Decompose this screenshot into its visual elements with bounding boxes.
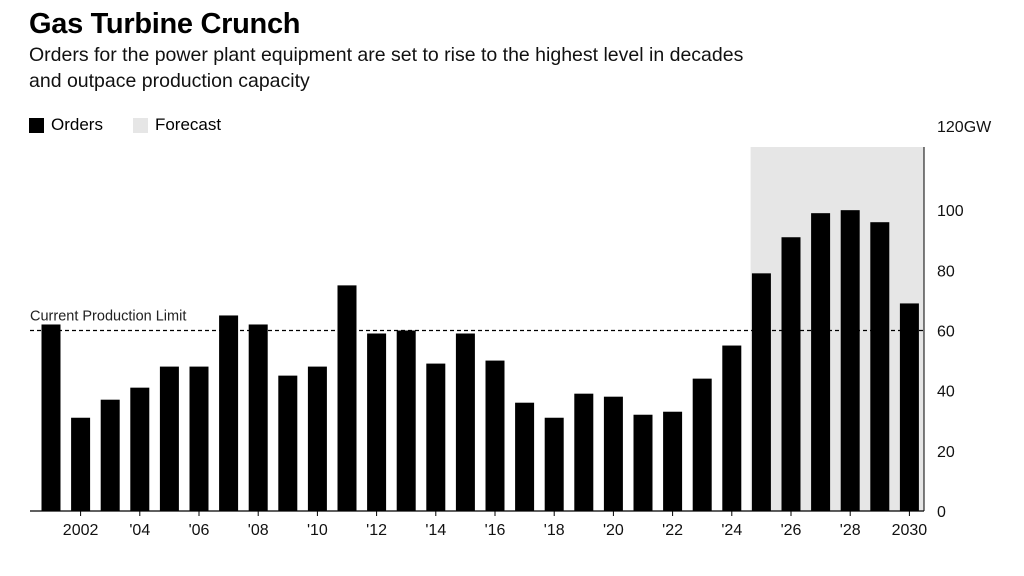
bar-2005 (159, 366, 179, 511)
legend-swatch-forecast (132, 117, 148, 133)
bar-2004 (130, 387, 150, 511)
chart-title: Gas Turbine Crunch (29, 8, 301, 40)
x-tick-label-2010: '10 (307, 522, 328, 539)
bar-2027 (811, 213, 831, 512)
bar-2003 (100, 399, 120, 511)
y-tick-label-100: 100 (937, 203, 964, 220)
bar-2023 (692, 378, 712, 511)
bar-2016 (485, 360, 505, 511)
x-tick-label-2018: '18 (544, 522, 565, 539)
legend-label-forecast: Forecast (154, 115, 222, 134)
bar-2028 (840, 210, 860, 511)
y-tick-label-60: 60 (937, 324, 955, 341)
bar-2030 (899, 303, 919, 511)
bar-2026 (781, 237, 801, 511)
bar-2008 (248, 324, 268, 511)
x-tick-label-2012: '12 (366, 522, 387, 539)
forecast-region (750, 147, 924, 511)
legend-label-orders: Orders (51, 115, 103, 134)
production-limit-label: Current Production Limit (30, 309, 186, 325)
y-tick-label-120: 120GW (937, 119, 992, 136)
bar-2022 (663, 411, 683, 511)
chart-subtitle: Orders for the power plant equipment are… (29, 44, 744, 92)
y-tick-label-0: 0 (937, 504, 946, 521)
bar-2013 (396, 330, 416, 511)
bar-2021 (633, 414, 653, 511)
bar-2017 (515, 402, 535, 511)
bar-2018 (544, 417, 564, 511)
x-tick-label-2020: '20 (603, 522, 624, 539)
x-tick-label-2024: '24 (721, 522, 742, 539)
x-tick-label-2016: '16 (485, 522, 506, 539)
x-tick-label-2002: 2002 (63, 522, 99, 539)
x-tick-label-2028: '28 (840, 522, 861, 539)
x-tick-label-2008: '08 (248, 522, 269, 539)
bar-2007 (219, 315, 239, 511)
bar-2006 (189, 366, 209, 511)
x-tick-label-2014: '14 (425, 522, 446, 539)
bar-2024 (722, 345, 742, 511)
bar-2001 (41, 324, 61, 511)
bar-2009 (278, 375, 298, 511)
bar-2019 (574, 393, 594, 511)
bar-2015 (455, 333, 475, 511)
legend-swatch-orders (29, 117, 44, 133)
bar-2010 (307, 366, 327, 511)
legend-item-orders: Orders (29, 115, 103, 135)
x-tick-label-2004: '04 (129, 522, 150, 539)
x-tick-label-2006: '06 (189, 522, 210, 539)
x-tick-label-2022: '22 (662, 522, 683, 539)
legend-item-forecast: Forecast (132, 115, 222, 135)
bar-2002 (71, 417, 91, 511)
bar-2020 (603, 396, 623, 511)
bar-2012 (367, 333, 387, 511)
y-tick-label-40: 40 (937, 384, 955, 401)
legend: Orders Forecast (29, 115, 251, 135)
bar-2029 (870, 222, 890, 511)
x-tick-label-2030: 2030 (892, 522, 928, 539)
bar-2014 (426, 363, 446, 511)
y-tick-label-80: 80 (937, 263, 955, 280)
y-tick-label-20: 20 (937, 444, 955, 461)
x-tick-label-2026: '26 (781, 522, 802, 539)
bar-2011 (337, 285, 357, 511)
bar-2025 (751, 273, 771, 511)
